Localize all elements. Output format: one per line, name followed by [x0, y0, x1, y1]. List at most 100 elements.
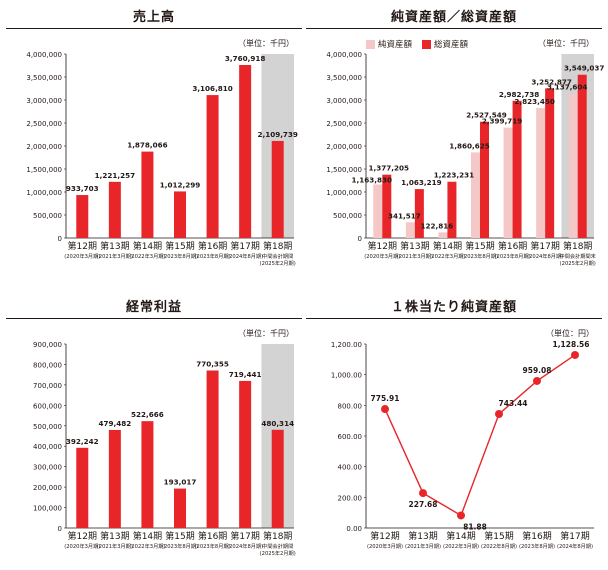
x-category-label: 第16期	[522, 530, 551, 542]
y-tick-label: 500,000	[333, 212, 362, 220]
bar	[545, 88, 555, 238]
bar-value-label: 2,109,739	[257, 130, 297, 139]
bar	[536, 108, 546, 238]
x-category-label: 第14期	[133, 530, 162, 542]
bar-value-label: 933,703	[66, 184, 99, 193]
x-category-label: 第15期	[484, 530, 513, 542]
point-value-label: 959.08	[523, 366, 552, 375]
legend-swatch	[366, 39, 375, 49]
x-subcategory-label: (2022年3月期)	[429, 252, 465, 260]
y-tick-label: 2,000,000	[326, 143, 362, 151]
bar	[108, 181, 121, 238]
x-subcategory-label: (2023年8月期)	[195, 252, 231, 260]
bar-value-label: 719,441	[229, 370, 262, 379]
bar-value-label: 480,314	[261, 419, 294, 428]
bar-value-label: 1,377,205	[369, 164, 409, 173]
y-tick-label: 3,000,000	[326, 97, 362, 105]
x-subcategory-label: (2023年8月期)	[162, 542, 198, 550]
assets-chart-panel: 純資産額／総資産額 純資産額 総資産額 （単位：千円） 0 500,000 1,00…	[306, 2, 604, 272]
unit-label: （単位：千円）	[238, 329, 294, 338]
x-subcategory-label: 中間会計期間末	[560, 252, 597, 260]
y-tick-label: 3,000,000	[26, 97, 62, 105]
data-point	[457, 511, 465, 520]
x-category-label: 第17期	[230, 530, 259, 542]
legend-item-total-assets: 総資産額	[422, 38, 468, 50]
sales-chart-svg: 0 500,000 1,000,000 1,500,000 2,000,000 2,500…	[26, 51, 298, 267]
unit-label: （単位：円）	[546, 329, 594, 338]
y-tick-label: 1,500,000	[26, 166, 62, 174]
y-tick-label: 3,500,000	[326, 74, 362, 82]
x-subcategory-label: (2022年3月期)	[129, 252, 165, 260]
x-category-label: 第12期	[370, 530, 399, 542]
y-tick-label: 600.00	[338, 433, 363, 441]
bar-value-label: 392,242	[66, 437, 99, 446]
x-category-label: 第15期	[165, 530, 194, 542]
x-category-label: 第17期	[230, 240, 259, 252]
bar	[206, 370, 219, 528]
bar	[206, 95, 219, 239]
x-subcategory-label: (2021年3月期)	[397, 252, 433, 260]
bar	[174, 488, 186, 528]
y-tick-label: 800.00	[338, 402, 363, 410]
bar	[414, 189, 424, 238]
x-category-label: 第14期	[446, 530, 475, 542]
bar	[108, 429, 121, 528]
y-tick-label: 400,000	[33, 443, 62, 451]
bar	[438, 232, 448, 238]
x-subcategory-label: (2023年8月期)	[162, 252, 198, 260]
y-tick-label: 1,000.00	[331, 372, 362, 380]
y-tick-label: 0	[358, 235, 362, 243]
y-tick-label: 900,000	[33, 341, 62, 349]
unit-label: （単位：千円）	[538, 39, 594, 48]
bar-value-label: 2,399,719	[482, 117, 522, 126]
bar-value-label: 522,666	[131, 410, 164, 419]
y-tick-label: 100,000	[33, 505, 62, 513]
data-point	[381, 405, 389, 414]
data-point	[533, 376, 541, 385]
bar-value-label: 122,816	[421, 221, 454, 230]
point-value-label: 743.44	[499, 399, 528, 408]
bar-value-label: 2,527,549	[466, 111, 506, 120]
x-category-label: 第16期	[198, 240, 227, 252]
y-tick-label: 2,500,000	[326, 120, 362, 128]
bar-value-label: 1,163,830	[352, 175, 392, 184]
bar	[141, 151, 154, 238]
y-tick-label: 0.00	[346, 525, 362, 533]
series-line	[384, 354, 576, 517]
bar	[405, 222, 415, 238]
chart-title: １株当たり純資産額	[390, 299, 517, 315]
bar	[76, 195, 89, 238]
x-category-label: 第17期	[560, 530, 589, 542]
bar-value-label: 341,517	[388, 211, 421, 220]
bar	[382, 174, 392, 238]
legend-label: 純資産額	[378, 40, 413, 50]
x-category-label: 第14期	[133, 240, 162, 252]
point-value-label: 81.88	[463, 522, 487, 531]
point-value-label: 227.68	[409, 500, 438, 509]
unit-label: （単位：千円）	[238, 39, 294, 48]
chart-title: 売上高	[132, 9, 175, 25]
x-subcategory-label: (2024年8月期)	[227, 252, 263, 260]
bps-chart-panel: １株当たり純資産額 （単位：円） 0.00 200.00 400.00 600.00 8…	[306, 292, 602, 562]
title-underline	[6, 28, 302, 29]
bar-value-label: 1,223,231	[434, 171, 474, 180]
x-subcategory-label: (2022年8月期)	[481, 542, 517, 550]
y-tick-label: 1,200.00	[331, 341, 362, 349]
y-tick-label: 2,500,000	[26, 120, 62, 128]
x-subcategory-label: (2022年3月期)	[443, 542, 479, 550]
x-subcategory-label: (2020年3月期)	[64, 542, 100, 550]
legend-label: 総資産額	[434, 40, 469, 50]
y-tick-label: 400.00	[338, 464, 363, 472]
y-tick-label: 600,000	[33, 402, 62, 410]
ordinary-income-chart-svg: 0 100,000 200,000 300,000 400,000 500,000 600,…	[33, 341, 296, 557]
bar-value-label: 479,482	[98, 419, 131, 428]
x-category-label: 第18期	[263, 530, 292, 542]
bar-value-label: 3,106,810	[192, 84, 232, 93]
x-category-label: 第17期	[530, 240, 559, 252]
title-underline	[306, 318, 602, 319]
bar	[271, 429, 284, 528]
x-subcategory-label: (2024年8月期)	[557, 542, 593, 550]
x-subcategory-label: (2025年2月期)	[260, 259, 296, 267]
bar	[373, 184, 383, 238]
legend-item-net-assets: 純資産額	[366, 38, 412, 50]
